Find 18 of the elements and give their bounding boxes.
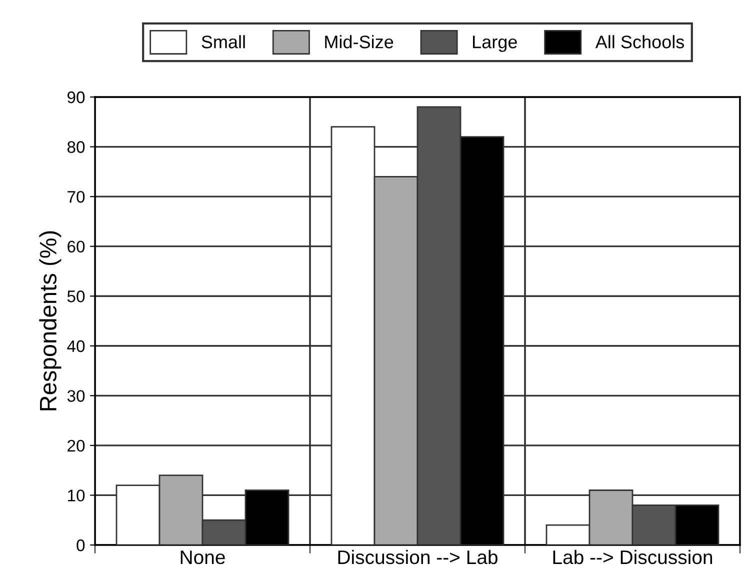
x-tick-label: Discussion --> Lab <box>338 550 498 564</box>
legend-label: All Schools <box>595 35 684 48</box>
y-tick-label: 0 <box>76 539 85 552</box>
legend-label: Large <box>473 36 517 52</box>
x-tick-label: Lab --> Discussion <box>553 550 712 564</box>
y-tick-label: 90 <box>68 91 85 104</box>
y-tick-label: 20 <box>68 440 85 452</box>
y-tick-label: 80 <box>67 141 85 153</box>
y-tick-label: 70 <box>68 190 85 203</box>
y-tick-label: 50 <box>67 290 85 302</box>
x-tick-label: None <box>180 550 225 564</box>
y-tick-label: 40 <box>67 340 85 352</box>
y-tick-label: 10 <box>68 490 85 502</box>
y-tick-label: 30 <box>67 390 85 402</box>
y-axis-title: Respondents (%) <box>39 231 62 410</box>
legend-label: Small <box>202 35 245 48</box>
y-tick-label: 60 <box>68 240 85 253</box>
legend-label: Mid-Size <box>325 35 394 48</box>
